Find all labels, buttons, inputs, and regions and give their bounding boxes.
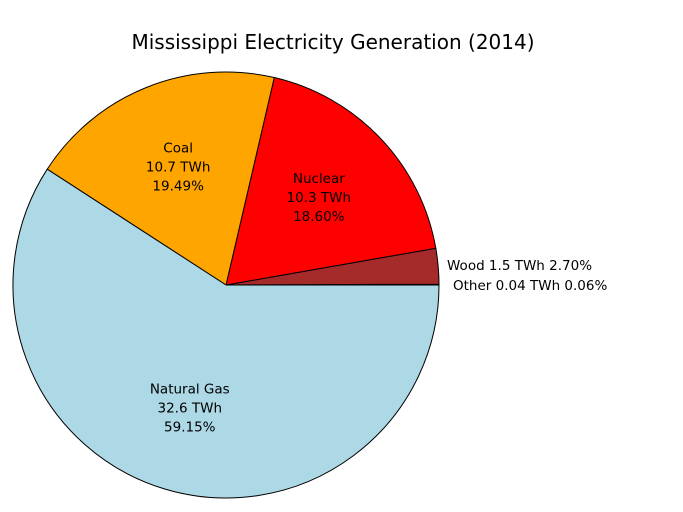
slice-label-natural-gas: 59.15% [164, 420, 216, 436]
slice-label-nuclear: 18.60% [293, 209, 345, 225]
pie-slice-natural-gas [12, 168, 440, 499]
slice-label-natural-gas: Natural Gas [150, 382, 230, 398]
slice-label-other: Other 0.04 TWh 0.06% [453, 278, 607, 294]
slice-label-coal: 19.49% [152, 178, 204, 194]
chart-title: Mississippi Electricity Generation (2014… [131, 30, 534, 54]
pie-slice-nuclear [225, 76, 437, 286]
slice-label-nuclear: Nuclear [293, 171, 345, 187]
slice-label-nuclear: 10.3 TWh [287, 190, 352, 206]
pie-slice-coal [46, 71, 275, 286]
slice-label-natural-gas: 32.6 TWh [158, 401, 223, 417]
slice-label-coal: Coal [163, 140, 193, 156]
slice-label-wood: Wood 1.5 TWh 2.70% [447, 258, 592, 274]
slice-label-coal: 10.7 TWh [146, 159, 211, 175]
